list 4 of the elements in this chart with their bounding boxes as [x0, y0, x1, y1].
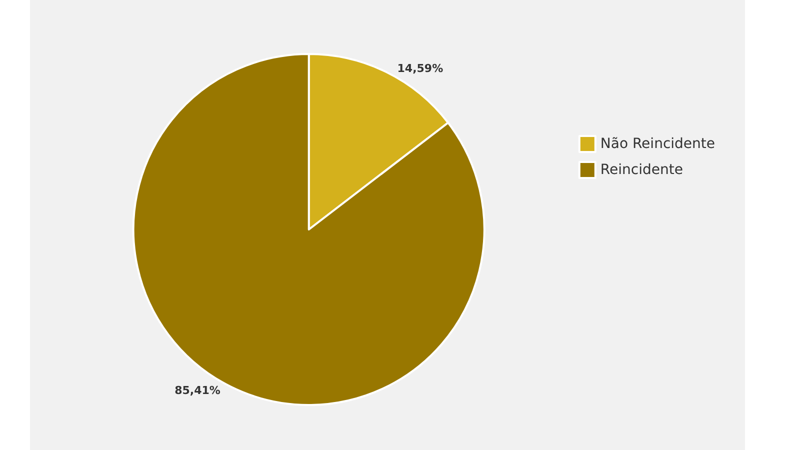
legend-label: Reincidente	[600, 162, 683, 178]
data-label: 14,59%	[397, 62, 444, 76]
data-label: 85,41%	[174, 384, 220, 397]
legend-label: Não Reincidente	[600, 136, 716, 152]
